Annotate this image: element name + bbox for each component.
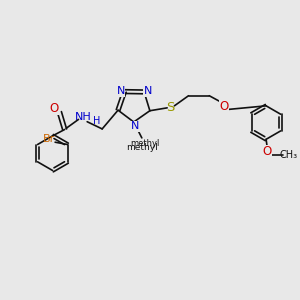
Text: Br: Br — [43, 134, 55, 144]
Text: methyl: methyl — [130, 139, 160, 148]
Text: O: O — [262, 146, 272, 158]
Text: N: N — [116, 86, 125, 96]
Text: N: N — [143, 86, 152, 96]
Text: methyl: methyl — [126, 142, 158, 152]
Text: CH₃: CH₃ — [279, 150, 297, 160]
Text: N: N — [131, 121, 140, 131]
Text: NH: NH — [74, 112, 91, 122]
Text: H: H — [93, 116, 100, 126]
Text: O: O — [220, 100, 229, 113]
Text: O: O — [49, 102, 58, 115]
Text: S: S — [167, 101, 175, 114]
